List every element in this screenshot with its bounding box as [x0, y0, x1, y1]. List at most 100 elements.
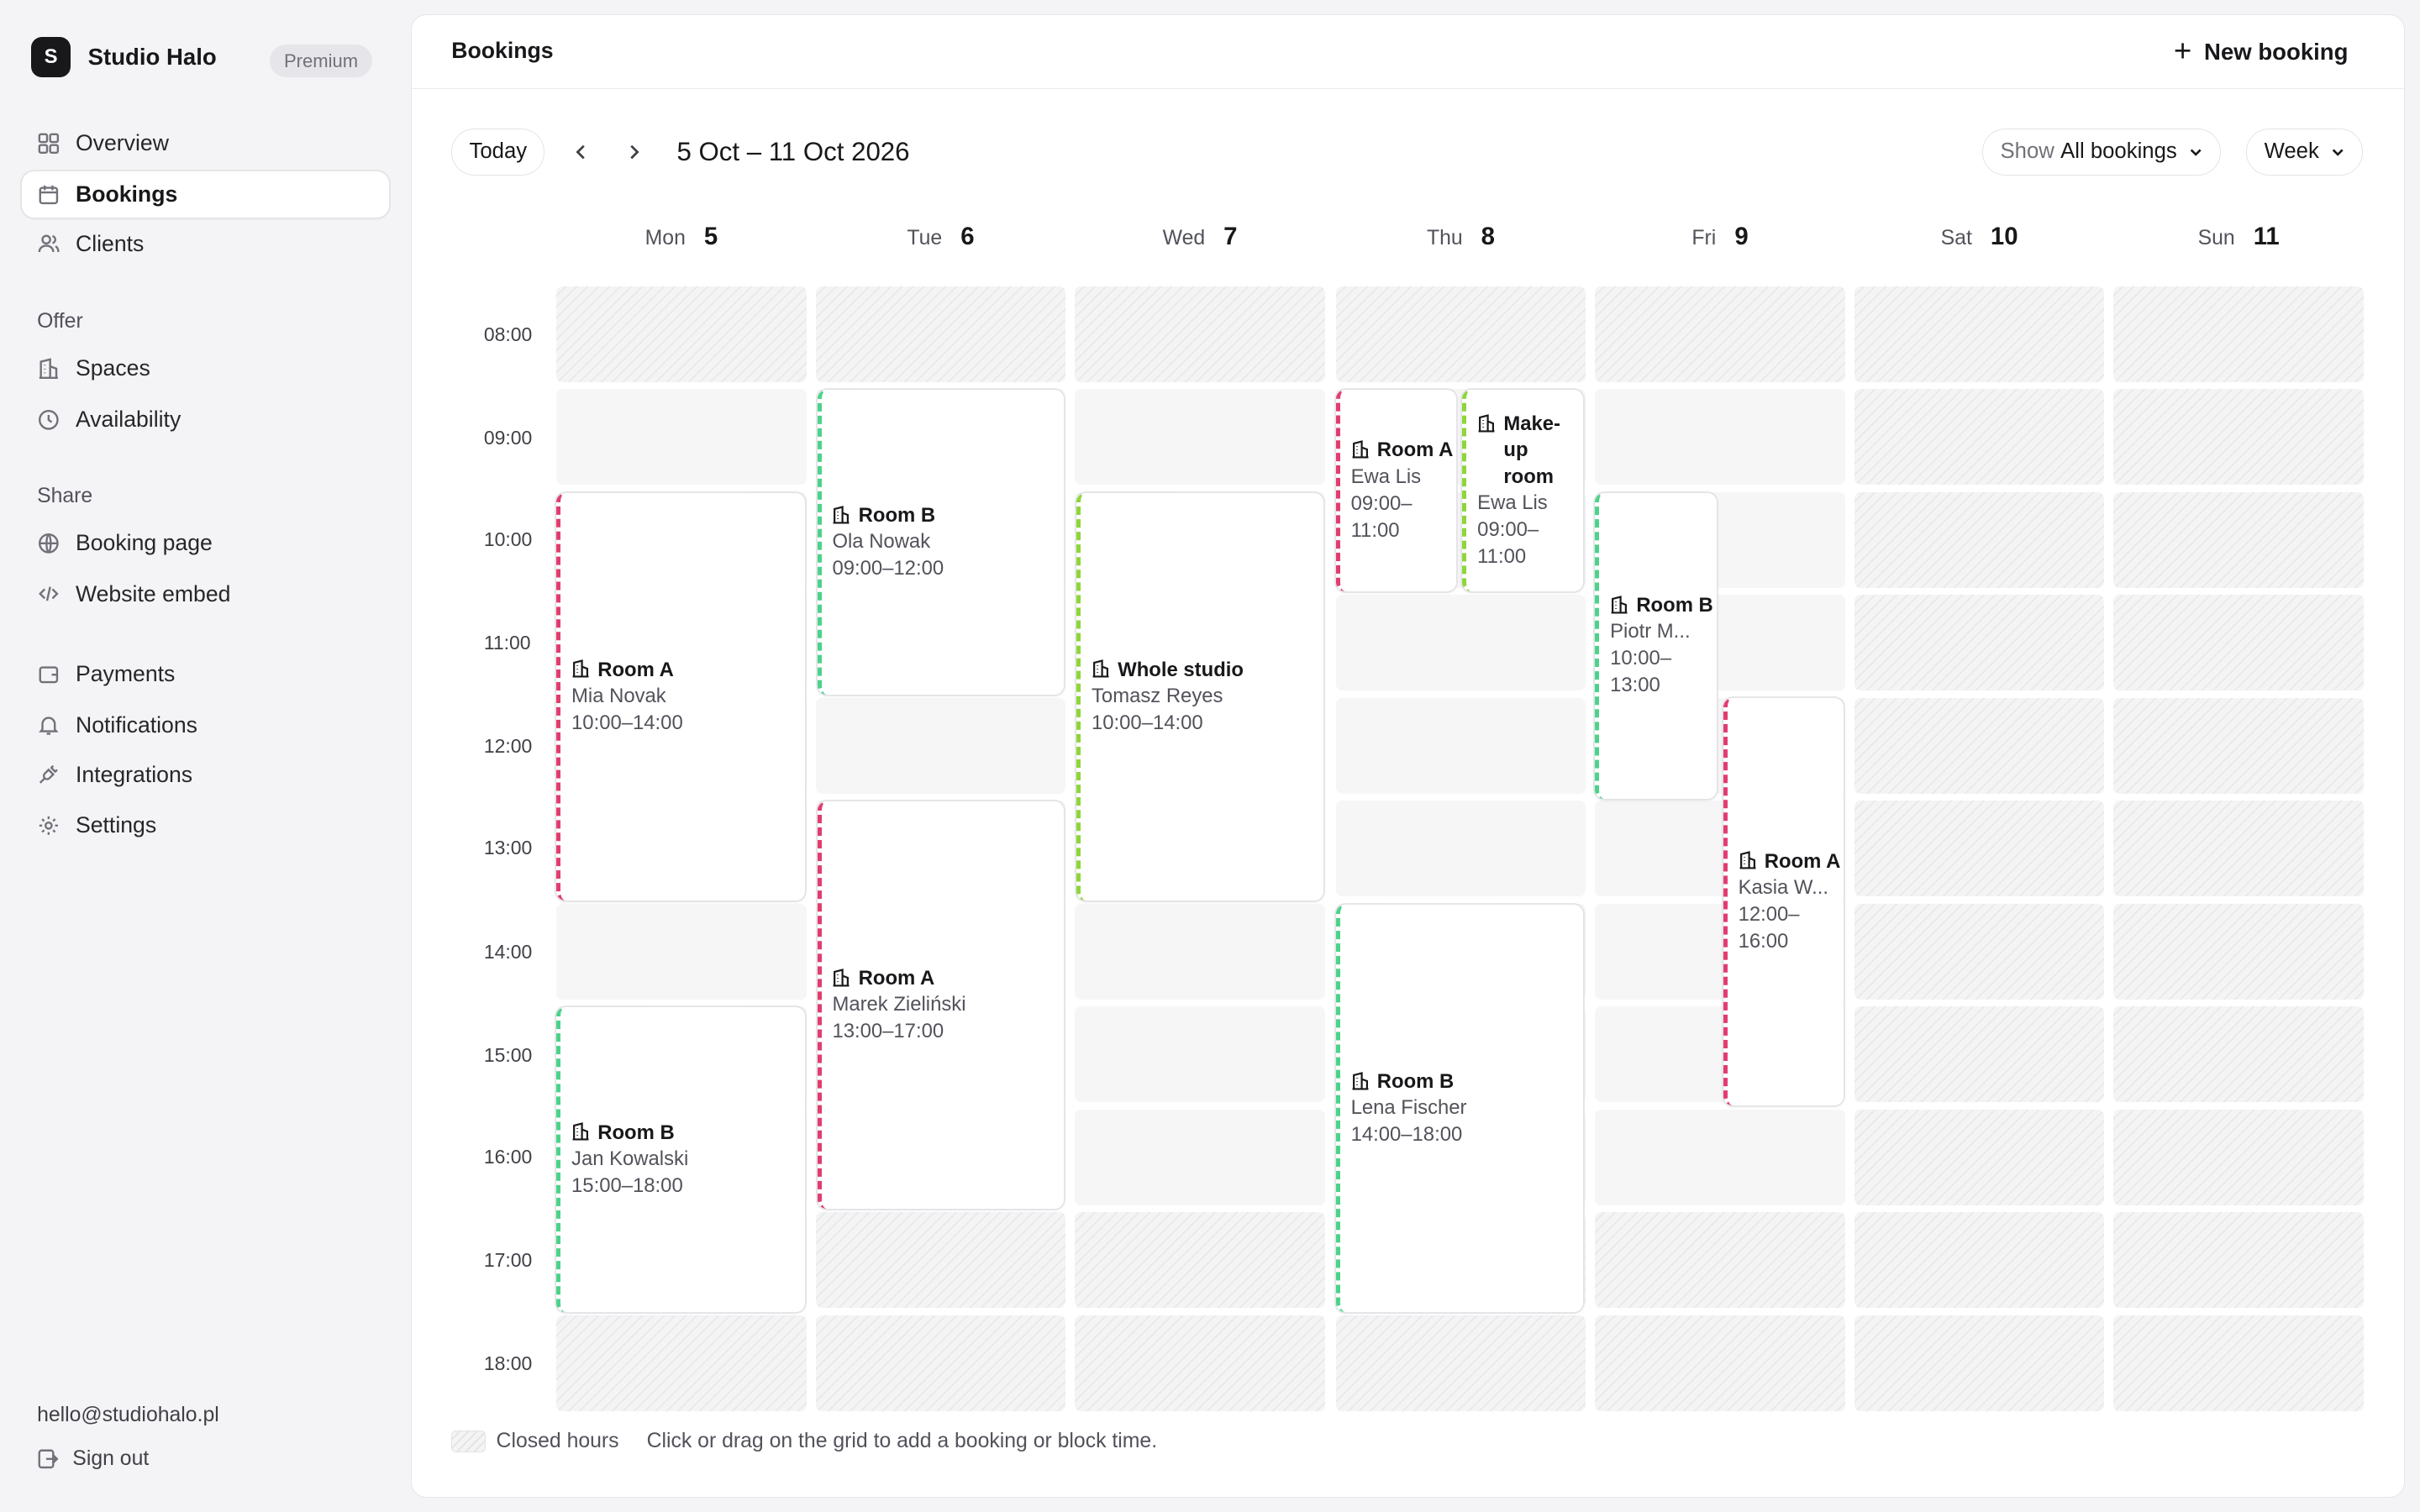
closed-hour-cell[interactable] [556, 286, 807, 382]
booking-space: Whole studio [1118, 658, 1244, 681]
chevron-down-icon [2330, 144, 2345, 160]
sidebar-item-integrations[interactable]: Integrations [22, 751, 389, 797]
filter-dropdown[interactable]: Show All bookings [1982, 129, 2222, 176]
closed-hour-cell[interactable] [1854, 1006, 2105, 1103]
open-hour-cell[interactable] [1075, 903, 1325, 1000]
closed-hour-cell[interactable] [1854, 801, 2105, 897]
sidebar-item-settings[interactable]: Settings [22, 802, 389, 848]
time-label: 10:00 [483, 528, 533, 551]
open-hour-cell[interactable] [1335, 801, 1586, 897]
closed-hour-cell[interactable] [2113, 286, 2364, 382]
open-hour-cell[interactable] [1335, 595, 1586, 691]
closed-hour-cell[interactable] [1854, 1109, 2105, 1205]
building-icon [1477, 413, 1496, 433]
closed-hour-cell[interactable] [2113, 491, 2364, 588]
closed-hour-cell[interactable] [1854, 595, 2105, 691]
closed-hour-cell[interactable] [1854, 286, 2105, 382]
closed-hour-cell[interactable] [1854, 903, 2105, 1000]
closed-hour-cell[interactable] [1854, 491, 2105, 588]
closed-hour-cell[interactable] [1335, 1315, 1586, 1411]
closed-hour-cell[interactable] [815, 286, 1066, 382]
closed-hour-cell[interactable] [1075, 1212, 1325, 1309]
booking-fri-room-a[interactable]: Room A Kasia W... 12:00–16:00 [1723, 698, 1844, 1106]
sidebar-item-label: Spaces [75, 355, 150, 381]
day-name: Thu [1426, 227, 1463, 250]
booking-fri-room-b[interactable]: Room B Piotr M... 10:00–13:00 [1595, 492, 1718, 799]
sidebar-item-label: Overview [75, 130, 169, 156]
sidebar-item-overview[interactable]: Overview [22, 120, 389, 166]
booking-mon-room-b[interactable]: Room B Jan Kowalski 15:00–18:00 [556, 1006, 805, 1313]
closed-hour-cell[interactable] [1595, 286, 1845, 382]
closed-hour-cell[interactable] [2113, 903, 2364, 1000]
brand[interactable]: S Studio Halo [30, 37, 217, 77]
view-dropdown[interactable]: Week [2246, 129, 2364, 176]
open-hour-cell[interactable] [556, 903, 807, 1000]
booking-mon-room-a[interactable]: Room A Mia Novak 10:00–14:00 [556, 492, 805, 900]
day-name: Tue [907, 227, 943, 250]
booking-thu-room-a[interactable]: Room A Ewa Lis 09:00–11:00 [1335, 389, 1456, 592]
day-header-tue: Tue 6 [816, 223, 1066, 254]
closed-hour-cell[interactable] [2113, 1006, 2364, 1103]
sidebar-item-spaces[interactable]: Spaces [22, 345, 389, 391]
booking-time: 15:00–18:00 [571, 1173, 683, 1197]
today-button[interactable]: Today [451, 129, 545, 176]
closed-hour-cell[interactable] [2113, 1212, 2364, 1309]
new-booking-button[interactable]: + New booking [2174, 35, 2349, 67]
sign-out-button[interactable]: Sign out [37, 1447, 149, 1471]
closed-hour-cell[interactable] [1854, 1315, 2105, 1411]
grid-legend: Closed hours Click or drag on the grid t… [451, 1430, 1157, 1453]
closed-hour-cell[interactable] [2113, 595, 2364, 691]
page-title: Bookings [451, 38, 554, 64]
prev-week-button[interactable] [566, 137, 597, 168]
open-hour-cell[interactable] [815, 697, 1066, 794]
booking-space: Room B [1376, 1069, 1455, 1093]
closed-hour-cell[interactable] [1075, 286, 1325, 382]
sidebar-item-notifications[interactable]: Notifications [22, 702, 389, 748]
open-hour-cell[interactable] [1075, 1006, 1325, 1103]
closed-hour-cell[interactable] [1854, 1212, 2105, 1309]
sidebar-item-bookings[interactable]: Bookings [21, 171, 389, 218]
sidebar-item-booking-page[interactable]: Booking page [22, 520, 389, 566]
sidebar-item-availability[interactable]: Availability [22, 396, 389, 443]
sidebar-item-website-embed[interactable]: Website embed [22, 571, 389, 617]
closed-hour-cell[interactable] [815, 1212, 1066, 1309]
closed-hour-cell[interactable] [1595, 1212, 1845, 1309]
open-hour-cell[interactable] [1595, 1109, 1845, 1205]
closed-hour-cell[interactable] [1854, 697, 2105, 794]
sidebar-item-clients[interactable]: Clients [22, 221, 389, 267]
booking-thu-room-b[interactable]: Room B Lena Fischer 14:00–18:00 [1335, 905, 1583, 1313]
closed-hour-cell[interactable] [2113, 389, 2364, 486]
filter-value: All bookings [2060, 139, 2177, 164]
closed-hour-cell[interactable] [2113, 697, 2364, 794]
closed-hour-cell[interactable] [1335, 286, 1586, 382]
closed-hour-cell[interactable] [1854, 389, 2105, 486]
closed-hour-cell[interactable] [2113, 1109, 2364, 1205]
open-hour-cell[interactable] [1335, 697, 1586, 794]
booking-thu-makeup-room[interactable]: Make-up room Ewa Lis 09:00–11:00 [1462, 389, 1583, 592]
open-hour-cell[interactable] [1075, 1109, 1325, 1205]
booking-tue-room-b[interactable]: Room B Ola Nowak 09:00–12:00 [817, 389, 1065, 696]
booking-tue-room-a[interactable]: Room A Marek Zieliński 13:00–17:00 [817, 801, 1065, 1210]
next-week-button[interactable] [618, 137, 650, 168]
open-hour-cell[interactable] [1595, 389, 1845, 486]
booking-wed-whole-studio[interactable]: Whole studio Tomasz Reyes 10:00–14:00 [1076, 492, 1324, 900]
new-booking-label: New booking [2204, 38, 2349, 65]
building-icon [1610, 595, 1628, 614]
closed-hour-cell[interactable] [2113, 1315, 2364, 1411]
plug-icon [37, 763, 60, 786]
time-label: 18:00 [483, 1352, 533, 1374]
building-icon [571, 659, 590, 678]
account-email: hello@studiohalo.pl [37, 1404, 219, 1427]
closed-hour-cell[interactable] [1595, 1315, 1845, 1411]
closed-hour-cell[interactable] [1075, 1315, 1325, 1411]
open-hour-cell[interactable] [556, 389, 807, 486]
sidebar-item-payments[interactable]: Payments [22, 651, 389, 697]
open-hour-cell[interactable] [1075, 389, 1325, 486]
booking-time: 09:00–11:00 [1350, 491, 1413, 542]
booking-space: Room A [597, 658, 674, 681]
brand-name: Studio Halo [87, 43, 217, 70]
closed-hour-cell[interactable] [2113, 801, 2364, 897]
closed-hour-cell[interactable] [556, 1315, 807, 1411]
day-header-fri: Fri 9 [1595, 223, 1845, 254]
closed-hour-cell[interactable] [815, 1315, 1066, 1411]
